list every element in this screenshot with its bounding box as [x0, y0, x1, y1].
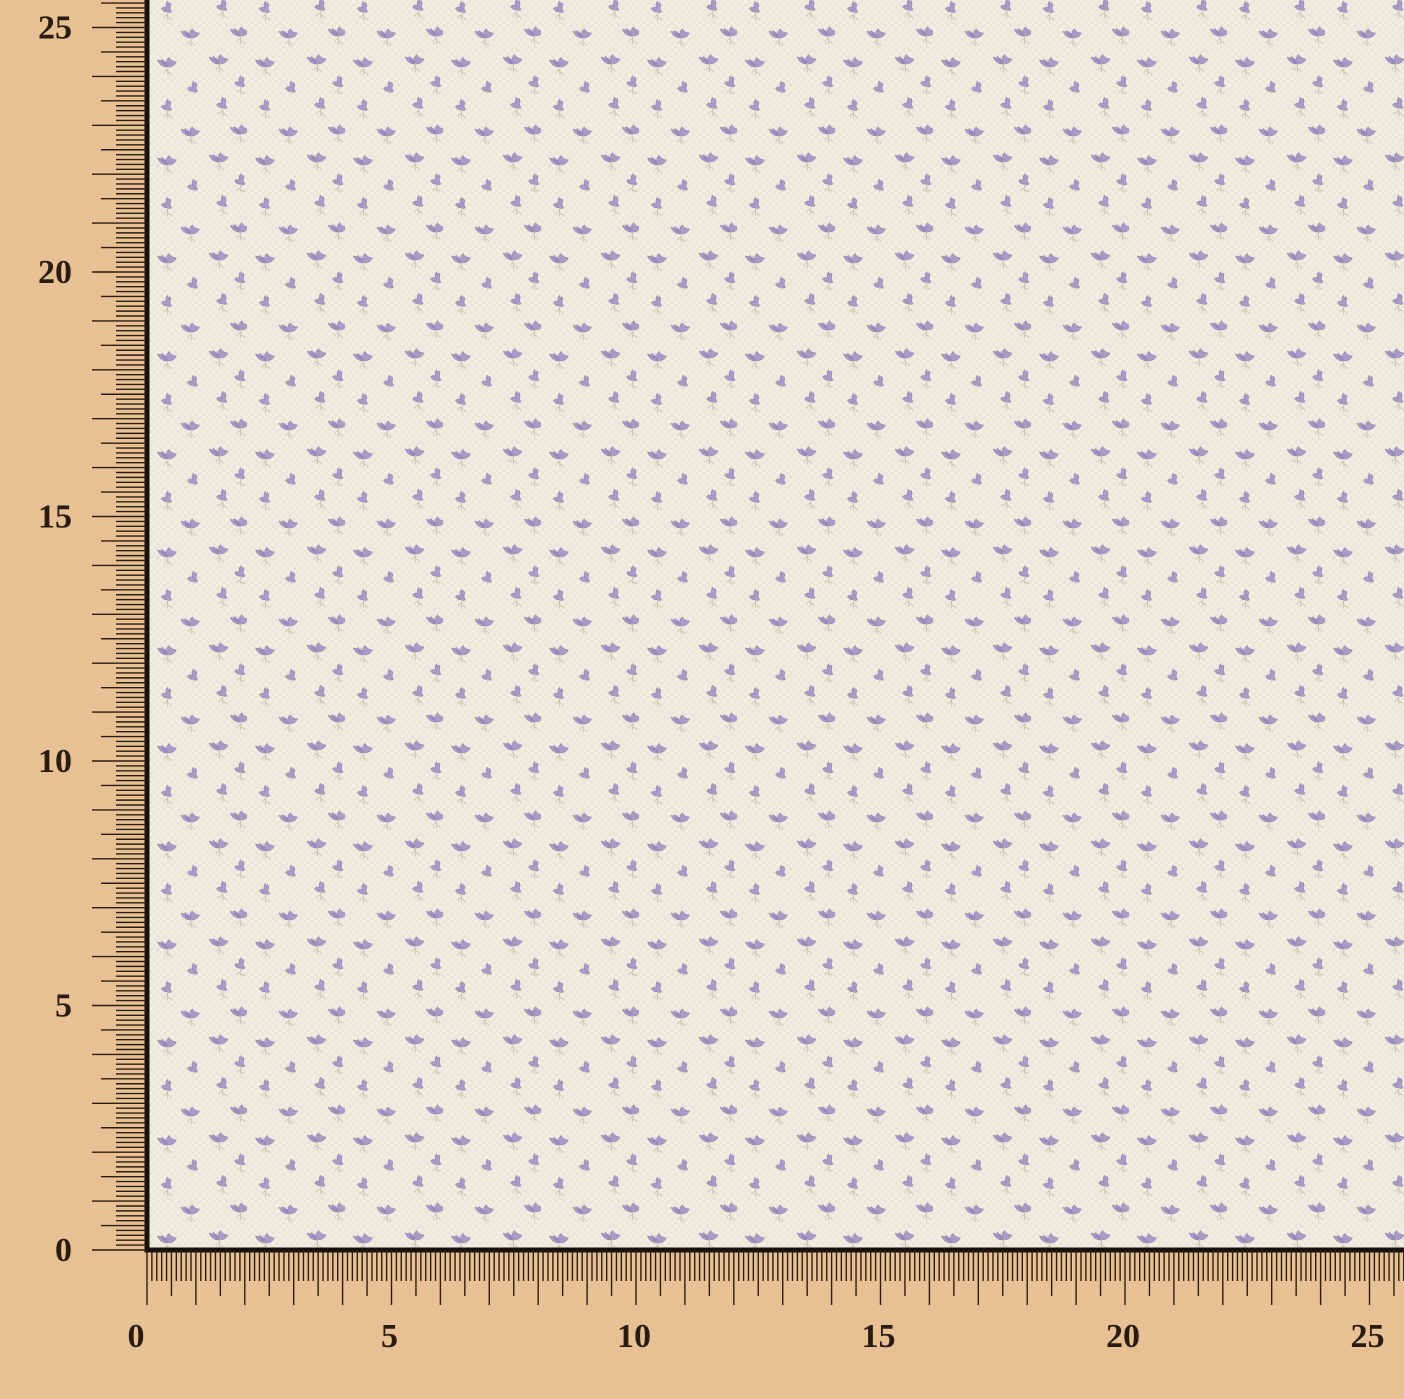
svg-text:10: 10 — [617, 1318, 651, 1355]
svg-text:0: 0 — [55, 1232, 72, 1269]
svg-text:20: 20 — [1106, 1318, 1140, 1355]
svg-text:25: 25 — [38, 10, 72, 47]
svg-text:0: 0 — [128, 1318, 145, 1355]
svg-text:20: 20 — [38, 254, 72, 291]
svg-text:15: 15 — [38, 499, 72, 536]
svg-text:5: 5 — [55, 988, 72, 1025]
svg-text:10: 10 — [38, 743, 72, 780]
svg-text:5: 5 — [381, 1318, 398, 1355]
svg-text:15: 15 — [862, 1318, 896, 1355]
svg-text:25: 25 — [1351, 1318, 1385, 1355]
